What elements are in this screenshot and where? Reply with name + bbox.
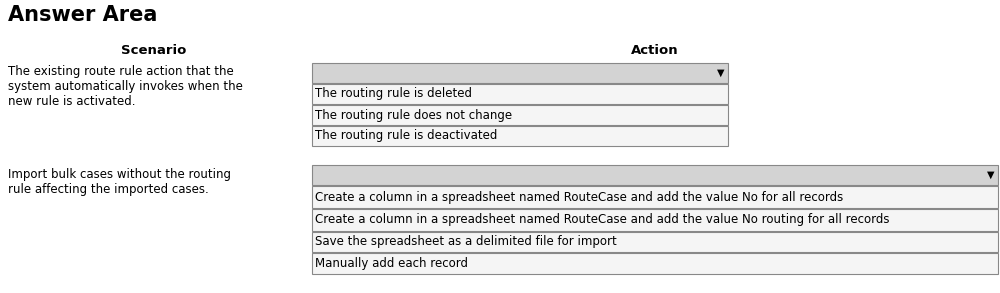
Text: ▼: ▼ xyxy=(716,68,724,78)
Text: ▼: ▼ xyxy=(986,170,994,180)
Bar xyxy=(312,84,728,104)
Bar xyxy=(312,209,998,231)
Bar xyxy=(312,165,998,185)
Bar xyxy=(312,126,728,146)
Bar xyxy=(312,232,998,252)
Text: The routing rule is deleted: The routing rule is deleted xyxy=(315,88,472,100)
Text: The routing rule does not change: The routing rule does not change xyxy=(315,108,512,122)
Text: Create a column in a spreadsheet named RouteCase and add the value No routing fo: Create a column in a spreadsheet named R… xyxy=(315,214,890,226)
Text: The existing route rule action that the
system automatically invokes when the
ne: The existing route rule action that the … xyxy=(8,65,243,108)
Text: Import bulk cases without the routing
rule affecting the imported cases.: Import bulk cases without the routing ru… xyxy=(8,168,231,196)
Bar xyxy=(312,253,998,274)
Text: Save the spreadsheet as a delimited file for import: Save the spreadsheet as a delimited file… xyxy=(315,236,617,248)
Text: The routing rule is deactivated: The routing rule is deactivated xyxy=(315,130,497,142)
Text: Action: Action xyxy=(631,44,679,57)
Bar xyxy=(312,105,728,125)
Bar xyxy=(312,63,728,83)
Text: Scenario: Scenario xyxy=(121,44,187,57)
Text: Answer Area: Answer Area xyxy=(8,5,157,25)
Text: Manually add each record: Manually add each record xyxy=(315,257,468,270)
Text: Create a column in a spreadsheet named RouteCase and add the value No for all re: Create a column in a spreadsheet named R… xyxy=(315,190,843,204)
Bar xyxy=(312,186,998,208)
